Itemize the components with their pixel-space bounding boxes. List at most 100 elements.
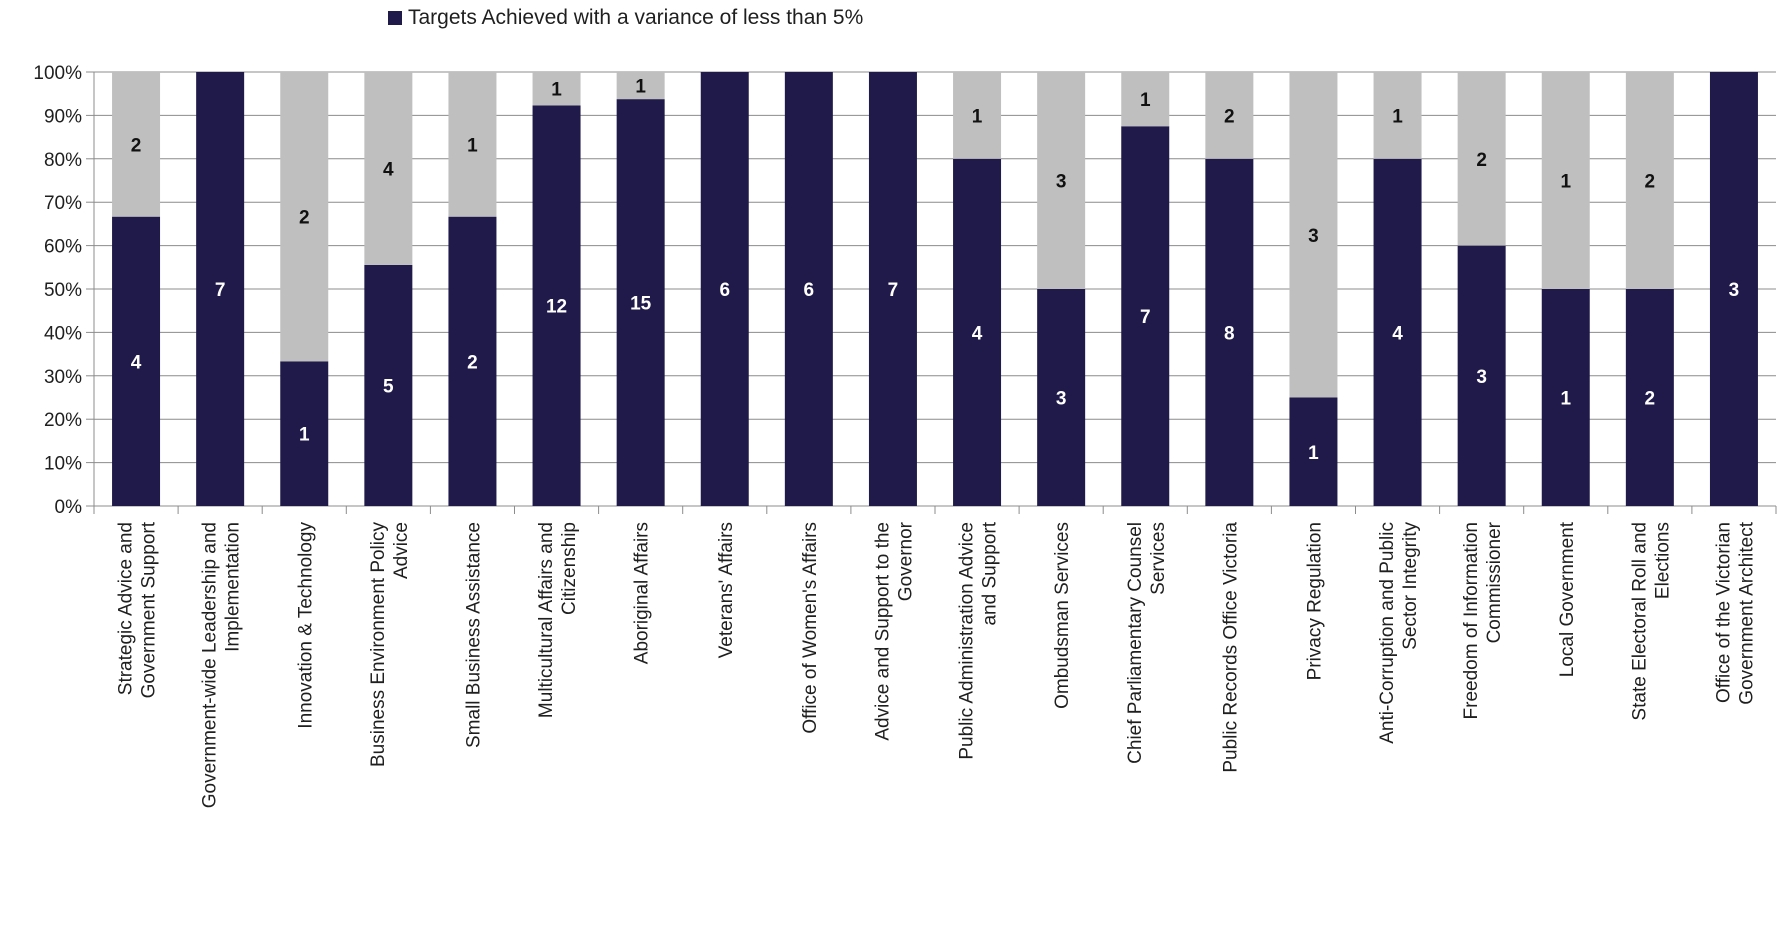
bar-achieved (1709, 72, 1758, 506)
data-label-not-achieved: 1 (551, 80, 562, 101)
category-label: Anti-Corruption and Public Sector Integri… (1377, 522, 1421, 744)
category-label: State Electoral Roll and Elections (1629, 522, 1673, 721)
data-label-achieved: 5 (383, 376, 394, 397)
bar-achieved (280, 361, 329, 506)
bar-not-achieved (1541, 72, 1590, 289)
category-label: Business Environment Policy Advice (368, 522, 412, 767)
data-label-achieved: 7 (215, 280, 226, 301)
data-label-achieved: 1 (1560, 389, 1571, 410)
data-label-achieved: 1 (299, 425, 310, 446)
data-label-achieved: 2 (467, 352, 478, 373)
category-label: Local Government (1557, 521, 1578, 677)
bar-achieved (1541, 289, 1590, 506)
bar-not-achieved (1289, 72, 1338, 398)
y-tick-label: 90% (44, 106, 82, 127)
category-label: Strategic Advice and Government Support (116, 521, 160, 698)
data-label-achieved: 4 (972, 323, 983, 344)
data-label-not-achieved: 1 (1560, 172, 1571, 193)
data-label-achieved: 7 (888, 280, 899, 301)
bar-achieved (953, 158, 1002, 507)
bar-achieved (1037, 289, 1086, 506)
category-label: Chief Parliamentary Counsel Services (1125, 522, 1169, 764)
y-tick-label: 10% (44, 454, 82, 475)
data-label-not-achieved: 2 (1224, 106, 1235, 127)
bar-achieved (616, 99, 665, 506)
category-label: Ombudsman Services (1052, 522, 1073, 709)
legend-label: Targets Achieved with a variance of less… (408, 6, 864, 29)
data-label-achieved: 2 (1645, 389, 1656, 410)
data-label-not-achieved: 2 (131, 135, 142, 156)
bar-not-achieved (1457, 72, 1506, 246)
bar-not-achieved (364, 72, 413, 265)
data-label-achieved: 3 (1056, 389, 1067, 410)
bar-achieved (784, 72, 833, 506)
category-label: Innovation & Technology (295, 522, 316, 729)
bar-achieved (196, 72, 245, 506)
data-label-not-achieved: 1 (1140, 90, 1151, 111)
category-label: Freedom of Information Commissioner (1461, 521, 1505, 719)
data-label-not-achieved: 1 (972, 106, 983, 127)
bar-not-achieved (1121, 72, 1170, 127)
category-label: Aboriginal Affairs (632, 522, 653, 664)
bar-not-achieved (1625, 72, 1674, 289)
data-label-not-achieved: 4 (383, 159, 394, 180)
bar-achieved (868, 72, 917, 506)
data-label-achieved: 6 (804, 280, 815, 301)
bar-achieved (1373, 158, 1422, 507)
data-label-not-achieved: 1 (635, 77, 646, 98)
category-label: Privacy Regulation (1304, 522, 1325, 680)
category-label: Government-wide Leadership and Implementa… (200, 522, 244, 808)
legend-swatch (388, 11, 402, 25)
bar-not-achieved (1373, 72, 1422, 159)
bar-not-achieved (280, 72, 329, 362)
category-label: Office of Women's Affairs (800, 522, 821, 734)
bar-achieved (112, 216, 161, 506)
bar-not-achieved (532, 72, 581, 106)
legend: Targets Achieved with a variance of less… (388, 4, 863, 32)
y-tick-label: 60% (44, 237, 82, 258)
data-label-not-achieved: 2 (1645, 172, 1656, 193)
bar-achieved (1625, 289, 1674, 506)
data-label-achieved: 8 (1224, 323, 1235, 344)
category-label: Multicultural Affairs and Citizenship (536, 522, 580, 718)
data-label-not-achieved: 3 (1308, 226, 1319, 247)
category-label: Small Business Assistance (463, 522, 484, 748)
bar-not-achieved (1205, 72, 1254, 159)
data-label-not-achieved: 1 (467, 135, 478, 156)
data-label-achieved: 4 (1392, 323, 1403, 344)
y-tick-label: 0% (55, 497, 83, 518)
data-label-not-achieved: 1 (1392, 106, 1403, 127)
bar-achieved (364, 264, 413, 506)
data-label-achieved: 15 (630, 294, 652, 315)
y-tick-label: 30% (44, 367, 82, 388)
data-label-achieved: 7 (1140, 307, 1151, 328)
bar-achieved (1289, 397, 1338, 506)
data-label-not-achieved: 3 (1056, 172, 1067, 193)
data-label-achieved: 3 (1476, 367, 1487, 388)
y-tick-label: 20% (44, 410, 82, 431)
bar-achieved (1121, 126, 1170, 506)
category-label: Advice and Support to the Governor (872, 521, 916, 740)
y-tick-label: 70% (44, 193, 82, 214)
bar-achieved (532, 105, 581, 506)
y-tick-label: 80% (44, 150, 82, 171)
y-tick-label: 40% (44, 323, 82, 344)
bar-not-achieved (953, 72, 1002, 159)
y-tick-label: 50% (44, 280, 82, 301)
bar-not-achieved (616, 72, 665, 100)
data-label-achieved: 6 (719, 280, 730, 301)
data-label-achieved: 4 (131, 352, 142, 373)
category-label: Public Administration Advice and Support (957, 521, 1001, 759)
category-label: Office of the Victorian Government Archit… (1713, 521, 1757, 704)
bar-not-achieved (448, 72, 497, 217)
data-label-achieved: 1 (1308, 443, 1319, 464)
bar-achieved (700, 72, 749, 506)
data-label-not-achieved: 2 (1476, 150, 1487, 171)
data-label-not-achieved: 2 (299, 208, 310, 229)
category-label: Public Records Office Victoria (1220, 522, 1241, 773)
data-label-achieved: 12 (546, 297, 567, 318)
bar-not-achieved (1037, 72, 1086, 289)
category-label: Veterans' Affairs (716, 522, 737, 658)
